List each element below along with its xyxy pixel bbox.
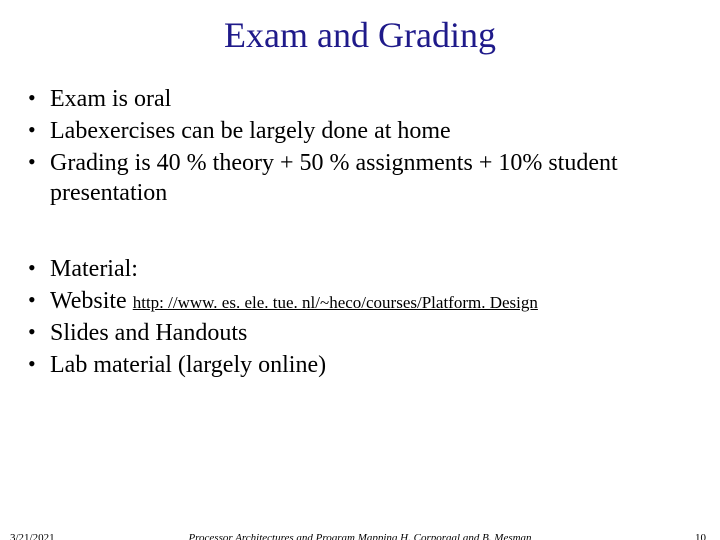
slide-body: Exam is oral Labexercises can be largely…: [0, 84, 720, 380]
bullet-item: Website http: //www. es. ele. tue. nl/~h…: [22, 286, 690, 316]
slide: Exam and Grading Exam is oral Labexercis…: [0, 14, 720, 540]
bullet-item: Grading is 40 % theory + 50 % assignment…: [22, 148, 690, 208]
group-gap: [22, 210, 690, 254]
bullet-item: Exam is oral: [22, 84, 690, 114]
bullet-item: Material:: [22, 254, 690, 284]
bullet-item: Labexercises can be largely done at home: [22, 116, 690, 146]
footer-page-number: 10: [695, 532, 706, 540]
bullet-text: Website: [50, 288, 133, 314]
bullet-group-2: Material: Website http: //www. es. ele. …: [22, 254, 690, 380]
bullet-item: Slides and Handouts: [22, 318, 690, 348]
footer-center: Processor Architectures and Program Mapp…: [0, 532, 720, 540]
slide-title: Exam and Grading: [0, 14, 720, 56]
bullet-item: Lab material (largely online): [22, 350, 690, 380]
website-link[interactable]: http: //www. es. ele. tue. nl/~heco/cour…: [133, 293, 538, 312]
bullet-group-1: Exam is oral Labexercises can be largely…: [22, 84, 690, 208]
